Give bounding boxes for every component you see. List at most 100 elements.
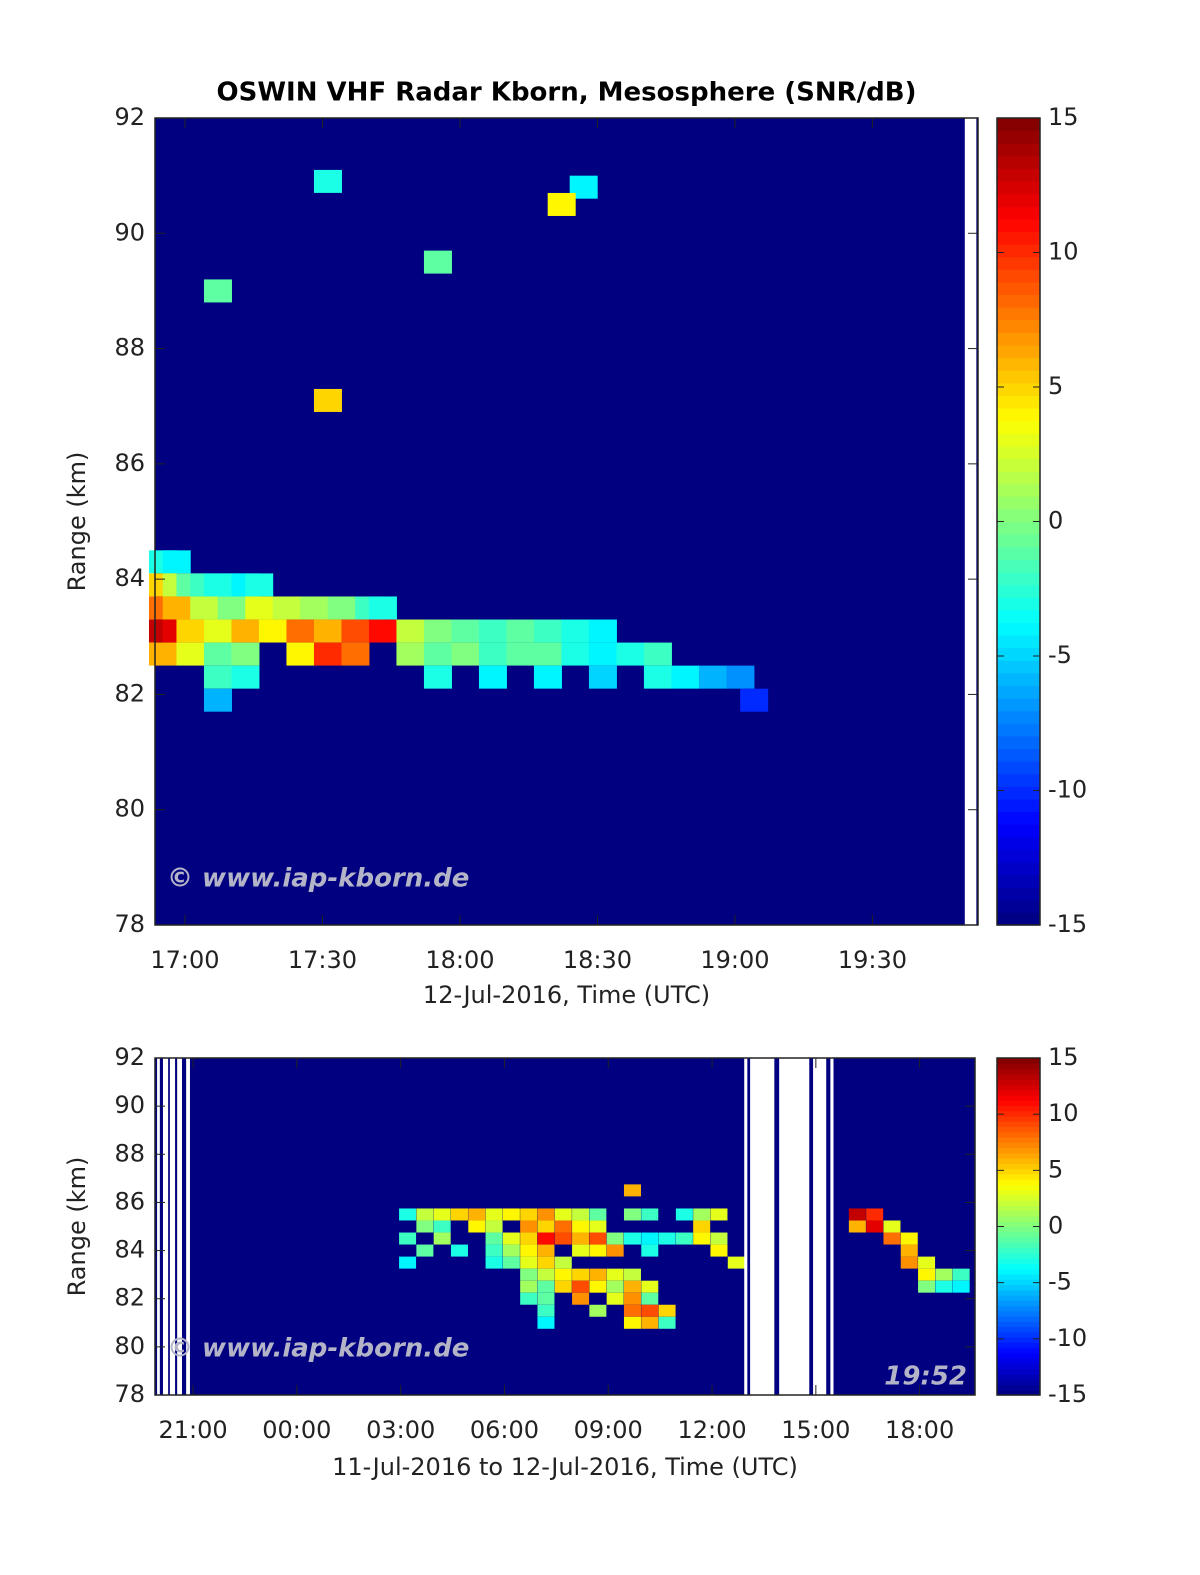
colorbar-segment	[997, 1110, 1040, 1117]
heat-cell	[623, 1208, 641, 1221]
colorbar-segment	[997, 206, 1040, 220]
colorbar-segment	[997, 1384, 1040, 1391]
colorbar-segment	[997, 1305, 1040, 1312]
heat-cell	[623, 1268, 641, 1281]
heat-cell	[623, 1232, 641, 1245]
heat-cell	[952, 1268, 970, 1281]
heat-cell	[554, 1256, 572, 1269]
heat-cell	[554, 1232, 572, 1245]
plot-frame	[154, 1057, 976, 1396]
no-data-gap	[169, 1058, 176, 1395]
y-tick-label: 80	[114, 795, 145, 823]
colorbar-segment	[997, 1363, 1040, 1370]
colorbar-segment	[997, 1289, 1040, 1296]
colorbar-segment	[997, 1063, 1040, 1070]
colorbar-segment	[997, 1105, 1040, 1112]
colorbar-tick-label: 10	[1048, 238, 1079, 266]
colorbar-segment	[997, 1294, 1040, 1301]
heat-cell	[468, 1220, 486, 1233]
heat-cell	[643, 665, 672, 689]
colorbar-segment	[997, 1184, 1040, 1191]
x-tick-label: 19:00	[700, 946, 769, 974]
heat-cell	[433, 1232, 451, 1245]
x-tick-label: 19:30	[838, 946, 907, 974]
heat-cell	[561, 619, 590, 643]
colorbar-segment	[997, 1316, 1040, 1322]
heat-cell	[726, 665, 755, 689]
colorbar-segment	[997, 685, 1040, 699]
heat-cell	[506, 619, 535, 643]
heat-cell	[399, 1232, 417, 1245]
colorbar-segment	[997, 698, 1040, 712]
heat-cell	[176, 642, 205, 666]
colorbar-tick-label: 0	[1048, 1212, 1063, 1240]
y-tick-label: 80	[114, 1332, 145, 1360]
colorbar-segment	[997, 483, 1040, 497]
x-tick-label: 00:00	[262, 1416, 331, 1444]
colorbar-segment	[997, 723, 1040, 737]
colorbar-segment	[997, 281, 1040, 296]
colorbar-segment	[997, 420, 1040, 434]
colorbar-segment	[997, 748, 1040, 762]
x-tick-label: 17:30	[288, 946, 357, 974]
heat-cell	[203, 619, 232, 643]
heat-cell	[658, 1232, 676, 1245]
colorbar-segment	[997, 861, 1040, 876]
heat-cell	[537, 1208, 555, 1221]
colorbar-segment	[997, 786, 1040, 800]
heat-cell	[554, 1280, 572, 1293]
colorbar-segment	[997, 1168, 1040, 1175]
heat-cell	[399, 1208, 417, 1221]
colorbar-segment	[997, 647, 1040, 661]
heat-cell	[698, 665, 727, 689]
colorbar-segment	[997, 1189, 1040, 1196]
colorbar-segment	[997, 1126, 1040, 1133]
colorbar-tick-label: 15	[1048, 103, 1079, 131]
heat-cell	[569, 175, 598, 199]
heat-cell	[485, 1208, 503, 1221]
colorbar-segment	[997, 660, 1040, 674]
colorbar-segment	[997, 1273, 1040, 1280]
heat-cell	[641, 1208, 659, 1221]
colorbar-segment	[997, 370, 1040, 384]
colorbar-segment	[997, 672, 1040, 687]
colorbar-tick-label: 10	[1048, 1099, 1079, 1127]
heat-cell	[341, 642, 370, 666]
heat-cell	[485, 1220, 503, 1233]
colorbar-segment	[997, 521, 1040, 535]
colorbar-segment	[997, 1115, 1040, 1122]
heat-cell	[162, 596, 191, 620]
heat-cell	[313, 642, 342, 666]
no-data-gap	[162, 1058, 169, 1395]
heat-cell	[520, 1244, 538, 1257]
heatmap-plot	[148, 118, 978, 925]
colorbar-segment	[997, 1205, 1040, 1212]
heat-cell	[537, 1244, 555, 1257]
colorbar-segment	[997, 332, 1040, 346]
colorbar-segment	[997, 1100, 1040, 1106]
heat-cell	[396, 642, 425, 666]
y-tick-label: 88	[114, 1139, 145, 1167]
heat-cell	[710, 1244, 728, 1257]
x-tick-label: 03:00	[366, 1416, 435, 1444]
heat-cell	[710, 1208, 728, 1221]
y-tick-label: 90	[114, 218, 145, 246]
heat-cell	[616, 642, 645, 666]
x-tick-label: 17:00	[150, 946, 219, 974]
colorbar-tick-label: -10	[1048, 776, 1087, 804]
colorbar-segment	[997, 1210, 1040, 1217]
heat-cell	[203, 279, 232, 303]
colorbar-tick-label: -15	[1048, 910, 1087, 938]
heat-cell	[416, 1220, 434, 1233]
chart-title: OSWIN VHF Radar Kborn, Mesosphere (SNR/d…	[217, 78, 917, 108]
no-data-gap	[744, 1058, 748, 1395]
heat-cell	[203, 642, 232, 666]
colorbar-segment	[997, 761, 1040, 775]
heat-cell	[918, 1268, 936, 1281]
heat-cell	[589, 1268, 607, 1281]
heat-cell	[589, 1208, 607, 1221]
colorbar-segment	[997, 1068, 1040, 1075]
colorbar-segment	[997, 1194, 1040, 1201]
heat-cell	[286, 619, 315, 643]
heat-cell	[450, 1208, 468, 1221]
